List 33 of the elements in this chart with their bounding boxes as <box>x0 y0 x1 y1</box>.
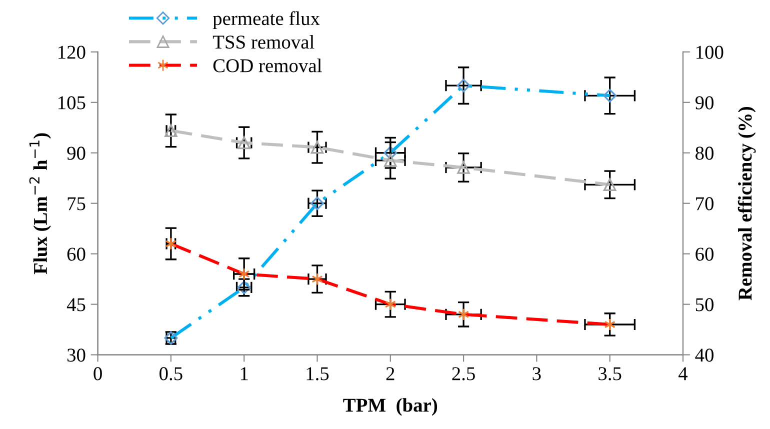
point <box>457 161 470 174</box>
x-axis-title: TPM (bar) <box>343 398 438 416</box>
y2-tick-label: 70 <box>696 197 714 210</box>
y2-tick-label: 80 <box>696 146 714 160</box>
legend-label: TSS removal <box>212 35 314 49</box>
y2-tick-label: 90 <box>695 96 714 110</box>
point <box>603 178 616 192</box>
point <box>310 140 324 154</box>
x-tick-label: 4 <box>678 367 688 380</box>
x-tick-label: 0 <box>94 367 102 380</box>
y2-axis-title: Removal efficiency (%) <box>738 107 756 300</box>
y-tick-label: 90 <box>67 146 86 160</box>
point <box>384 154 397 167</box>
y-tick-label: 105 <box>58 96 86 110</box>
y2-tick-label: 60 <box>696 248 714 261</box>
legend-label: permeate flux <box>212 11 320 30</box>
legend-label: COD removal <box>213 58 322 72</box>
y-tick-label: 45 <box>66 298 86 312</box>
x-tick-label: 2 <box>386 367 394 380</box>
y-tick-label: 75 <box>68 197 86 210</box>
x-tick-label: 0.5 <box>160 367 182 380</box>
y2-tick-label: 50 <box>696 298 714 312</box>
y-tick-label: 120 <box>58 46 86 59</box>
x-tick-label: 1 <box>240 367 248 380</box>
x-tick-label: 2.5 <box>452 367 475 380</box>
y-axis-title: Flux (Lm$^{−2}$ h$^{−1}$) <box>29 133 51 274</box>
x-tick-label: 3 <box>532 367 541 380</box>
y2-tick-label: 40 <box>695 348 714 362</box>
y2-tick-label: 100 <box>696 46 724 59</box>
y-tick-label: 60 <box>67 248 86 261</box>
y-tick-label: 30 <box>67 348 86 362</box>
x-tick-label: 3.5 <box>598 367 622 380</box>
x-tick-label: 1.5 <box>306 367 329 380</box>
